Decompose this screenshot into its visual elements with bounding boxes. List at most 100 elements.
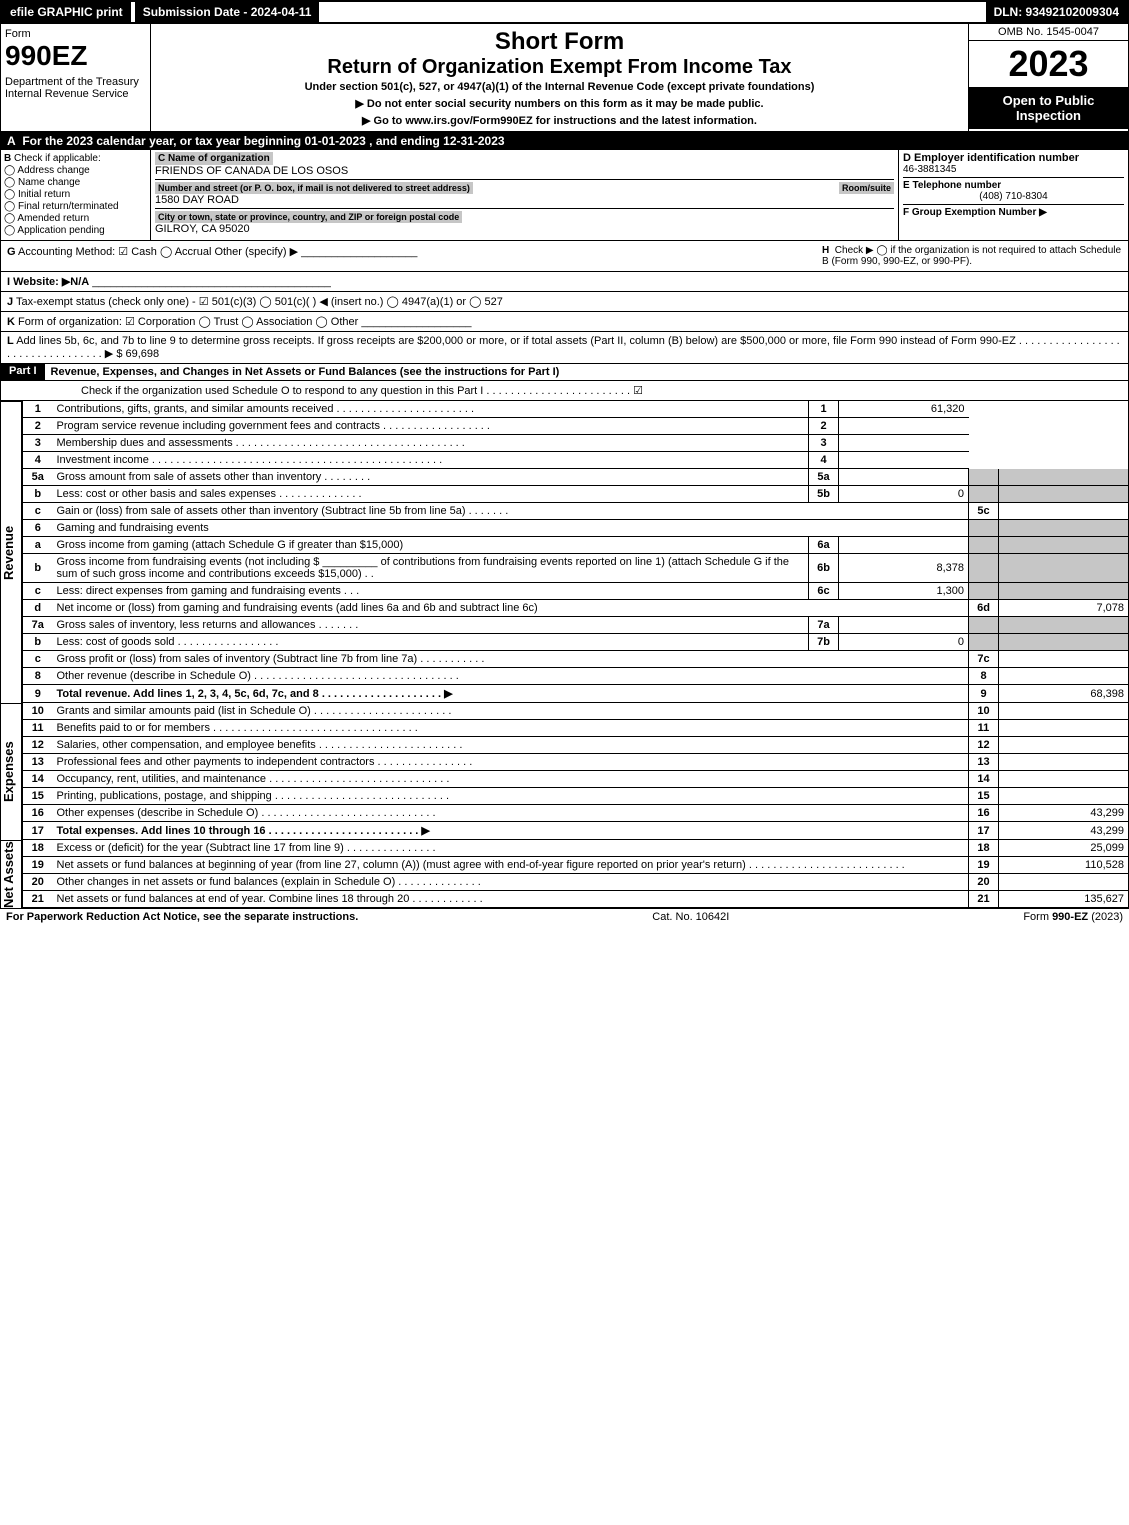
line-6a-val bbox=[839, 537, 969, 554]
line-11-desc: Benefits paid to or for members . . . . … bbox=[53, 720, 969, 737]
line-6c-desc: Less: direct expenses from gaming and fu… bbox=[57, 585, 360, 597]
open-to-public: Open to Public Inspection bbox=[969, 87, 1128, 129]
section-def: D Employer identification number 46-3881… bbox=[898, 150, 1128, 240]
line-3-amt bbox=[839, 435, 969, 452]
footer-left: For Paperwork Reduction Act Notice, see … bbox=[6, 911, 358, 923]
line-14-desc: Occupancy, rent, utilities, and maintena… bbox=[53, 771, 969, 788]
e-label: E Telephone number bbox=[903, 180, 1001, 191]
line-6d-desc: Net income or (loss) from gaming and fun… bbox=[53, 600, 969, 617]
line-5a-val bbox=[839, 469, 969, 486]
line-5b-val: 0 bbox=[839, 486, 969, 503]
part1-check: Check if the organization used Schedule … bbox=[0, 381, 1129, 401]
part1-header: Part I Revenue, Expenses, and Changes in… bbox=[0, 364, 1129, 381]
part1-title: Revenue, Expenses, and Changes in Net As… bbox=[45, 364, 1128, 380]
under-section: Under section 501(c), 527, or 4947(a)(1)… bbox=[155, 81, 964, 93]
goto-link[interactable]: ▶ Go to www.irs.gov/Form990EZ for instru… bbox=[155, 114, 964, 127]
line-5c-amt bbox=[999, 503, 1129, 520]
check-amended-return[interactable]: Amended return bbox=[4, 213, 147, 224]
line-14-amt bbox=[999, 771, 1129, 788]
line-17-desc: Total expenses. Add lines 10 through 16 … bbox=[57, 825, 430, 837]
page-footer: For Paperwork Reduction Act Notice, see … bbox=[0, 908, 1129, 925]
line-13-amt bbox=[999, 754, 1129, 771]
line-18-desc: Excess or (deficit) for the year (Subtra… bbox=[53, 840, 969, 857]
line-10-amt bbox=[999, 703, 1129, 720]
line-18-amt: 25,099 bbox=[999, 840, 1129, 857]
efile-print-label[interactable]: efile GRAPHIC print bbox=[2, 2, 131, 22]
line-6d-amt: 7,078 bbox=[999, 600, 1129, 617]
netassets-vert-label: Net Assets bbox=[0, 840, 22, 908]
sub-7a: 7a bbox=[809, 617, 839, 634]
ein: 46-3881345 bbox=[903, 164, 1124, 175]
sub-7b: 7b bbox=[809, 634, 839, 651]
line-7c-amt bbox=[999, 651, 1129, 668]
line-11-amt bbox=[999, 720, 1129, 737]
sub-5b: 5b bbox=[809, 486, 839, 503]
line-12-amt bbox=[999, 737, 1129, 754]
line-20-amt bbox=[999, 874, 1129, 891]
line-5c-desc: Gain or (loss) from sale of assets other… bbox=[53, 503, 969, 520]
line-6-desc: Gaming and fundraising events bbox=[53, 520, 969, 537]
line-7b-val: 0 bbox=[839, 634, 969, 651]
submission-date: Submission Date - 2024-04-11 bbox=[135, 2, 320, 22]
tax-exempt-status: Tax-exempt status (check only one) - ☑ 5… bbox=[16, 296, 503, 308]
line-5b-desc: Less: cost or other basis and sales expe… bbox=[57, 488, 362, 500]
line-13-desc: Professional fees and other payments to … bbox=[53, 754, 969, 771]
line-8-amt bbox=[999, 668, 1129, 685]
city-state-zip: GILROY, CA 95020 bbox=[155, 223, 894, 235]
department: Department of the Treasury Internal Reve… bbox=[5, 76, 146, 100]
dln: DLN: 93492102009304 bbox=[986, 2, 1127, 22]
line-k: K Form of organization: ☑ Corporation ◯ … bbox=[0, 312, 1129, 332]
line-6c-val: 1,300 bbox=[839, 583, 969, 600]
form-label: Form bbox=[5, 28, 146, 40]
section-bcd: B Check if applicable: Address change Na… bbox=[0, 150, 1129, 241]
short-form-title: Short Form bbox=[155, 28, 964, 56]
top-bar: efile GRAPHIC print Submission Date - 20… bbox=[0, 0, 1129, 24]
c-room-label: Room/suite bbox=[839, 182, 894, 194]
line-16-amt: 43,299 bbox=[999, 805, 1129, 822]
check-final-return[interactable]: Final return/terminated bbox=[4, 201, 147, 212]
line-21-amt: 135,627 bbox=[999, 891, 1129, 908]
line-7a-val bbox=[839, 617, 969, 634]
expenses-section: Expenses 10Grants and similar amounts pa… bbox=[0, 703, 1129, 840]
phone: (408) 710-8304 bbox=[903, 191, 1124, 202]
line-1-desc: Contributions, gifts, grants, and simila… bbox=[53, 401, 809, 418]
line-6b-val: 8,378 bbox=[839, 554, 969, 583]
f-label: F Group Exemption Number ▶ bbox=[903, 207, 1047, 218]
line-j: J Tax-exempt status (check only one) - ☑… bbox=[0, 292, 1129, 312]
line-2-desc: Program service revenue including govern… bbox=[53, 418, 809, 435]
revenue-vert-label: Revenue bbox=[0, 401, 22, 703]
sub-5a: 5a bbox=[809, 469, 839, 486]
line-7b-desc: Less: cost of goods sold . . . . . . . .… bbox=[57, 636, 279, 648]
line-15-desc: Printing, publications, postage, and shi… bbox=[53, 788, 969, 805]
b-label: Check if applicable: bbox=[14, 153, 101, 164]
c-name-label: C Name of organization bbox=[155, 152, 273, 165]
return-title: Return of Organization Exempt From Incom… bbox=[155, 56, 964, 79]
revenue-section: Revenue 1Contributions, gifts, grants, a… bbox=[0, 401, 1129, 703]
line-8-desc: Other revenue (describe in Schedule O) .… bbox=[53, 668, 969, 685]
check-address-change[interactable]: Address change bbox=[4, 165, 147, 176]
form-header: Form 990EZ Department of the Treasury In… bbox=[0, 24, 1129, 132]
line-10-desc: Grants and similar amounts paid (list in… bbox=[53, 703, 969, 720]
expenses-vert-label: Expenses bbox=[0, 703, 22, 840]
omb-number: OMB No. 1545-0047 bbox=[969, 24, 1128, 41]
line-7c-desc: Gross profit or (loss) from sales of inv… bbox=[53, 651, 969, 668]
c-city-label: City or town, state or province, country… bbox=[155, 211, 462, 223]
line-20-desc: Other changes in net assets or fund bala… bbox=[53, 874, 969, 891]
check-initial-return[interactable]: Initial return bbox=[4, 189, 147, 200]
org-name: FRIENDS OF CANADA DE LOS OSOS bbox=[155, 165, 894, 177]
line-9-amt: 68,398 bbox=[999, 685, 1129, 703]
line-17-amt: 43,299 bbox=[999, 822, 1129, 840]
line-g-h: G Accounting Method: ☑ Cash ◯ Accrual Ot… bbox=[0, 241, 1129, 272]
check-application-pending[interactable]: Application pending bbox=[4, 225, 147, 236]
line-19-amt: 110,528 bbox=[999, 857, 1129, 874]
sub-6a: 6a bbox=[809, 537, 839, 554]
footer-catalog: Cat. No. 10642I bbox=[652, 911, 729, 923]
line-2-amt bbox=[839, 418, 969, 435]
sub-6c: 6c bbox=[809, 583, 839, 600]
line-6a-desc: Gross income from gaming (attach Schedul… bbox=[57, 539, 404, 551]
line-21-desc: Net assets or fund balances at end of ye… bbox=[53, 891, 969, 908]
footer-form: Form 990-EZ (2023) bbox=[1023, 911, 1123, 923]
d-label: D Employer identification number bbox=[903, 152, 1124, 164]
section-a: A For the 2023 calendar year, or tax yea… bbox=[0, 132, 1129, 150]
check-name-change[interactable]: Name change bbox=[4, 177, 147, 188]
